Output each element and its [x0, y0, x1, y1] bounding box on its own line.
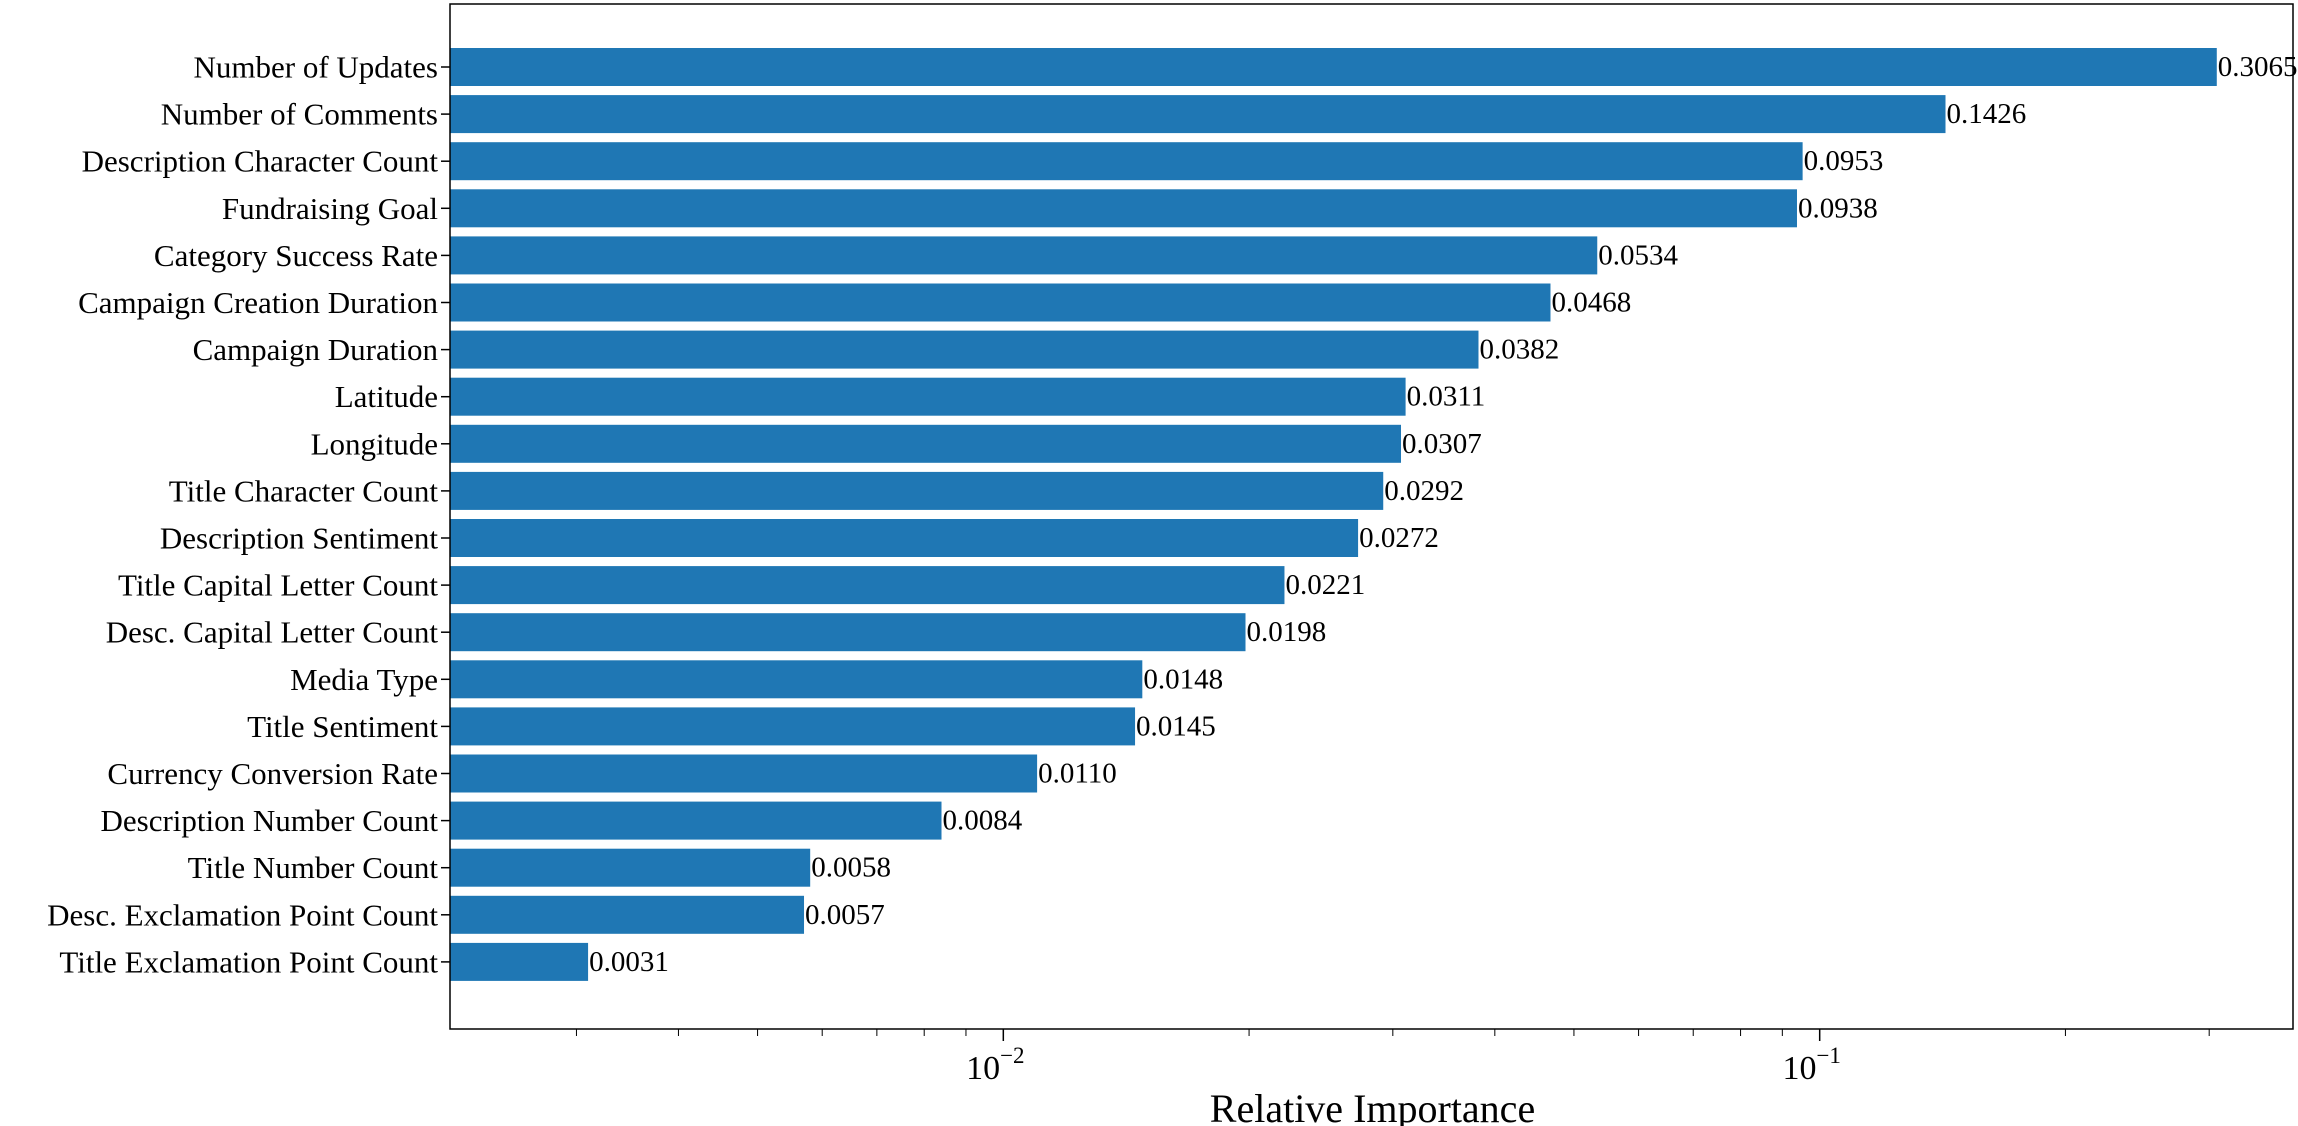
value-label: 0.0031	[589, 946, 669, 978]
x-tick-label: 10−2	[966, 1043, 1024, 1087]
value-label: 0.0382	[1479, 334, 1559, 366]
bar	[450, 95, 1946, 134]
bar	[450, 330, 1479, 369]
x-tick-base: 10	[1782, 1050, 1816, 1087]
bar	[450, 895, 805, 934]
value-label: 0.1426	[1947, 98, 2027, 130]
value-label: 0.0084	[943, 805, 1023, 837]
x-tick-label: 10−1	[1782, 1043, 1840, 1087]
category-label: Description Character Count	[82, 144, 439, 179]
bar	[450, 754, 1038, 793]
category-label: Description Sentiment	[160, 521, 438, 556]
bar	[450, 707, 1136, 746]
category-label: Number of Updates	[194, 50, 439, 85]
value-label: 0.0534	[1598, 239, 1678, 271]
category-label: Category Success Rate	[154, 238, 438, 273]
value-label: 0.0198	[1247, 616, 1327, 648]
category-label: Title Sentiment	[247, 709, 438, 744]
value-label: 0.0468	[1551, 287, 1631, 319]
value-label: 0.0272	[1359, 522, 1439, 554]
x-tick-base: 10	[966, 1050, 1000, 1087]
value-label: 0.0148	[1143, 663, 1223, 695]
category-label: Title Exclamation Point Count	[59, 944, 438, 979]
category-label: Campaign Creation Duration	[78, 285, 438, 320]
category-label: Title Capital Letter Count	[118, 568, 438, 603]
bar	[450, 189, 1797, 228]
category-label: Fundraising Goal	[222, 191, 438, 226]
category-label: Title Number Count	[188, 850, 439, 885]
x-tick-exponent: −1	[1816, 1043, 1840, 1068]
bar	[450, 848, 811, 887]
category-label: Currency Conversion Rate	[107, 756, 438, 791]
bar	[450, 660, 1143, 699]
value-label: 0.0938	[1798, 192, 1878, 224]
bar	[450, 471, 1384, 510]
x-axis-title: Relative Importance	[1210, 1086, 1535, 1126]
plot-frame	[449, 3, 2294, 1030]
category-label: Campaign Duration	[193, 332, 439, 367]
category-label: Desc. Capital Letter Count	[106, 615, 439, 650]
value-label: 0.0057	[805, 899, 885, 931]
x-tick-exponent: −2	[1000, 1043, 1024, 1068]
value-label: 0.0058	[811, 852, 891, 884]
bar	[450, 424, 1402, 463]
value-label: 0.0311	[1407, 381, 1486, 413]
value-label: 0.0221	[1285, 569, 1365, 601]
category-label: Number of Comments	[161, 97, 438, 132]
category-label: Longitude	[311, 426, 438, 461]
bar	[450, 566, 1285, 605]
value-labels: 0.3065 0.1426 0.0953 0.0938 0.0534 0.0468 0.03…	[589, 51, 2297, 978]
value-label: 0.0953	[1804, 145, 1884, 177]
category-label: Media Type	[290, 662, 438, 697]
bar	[450, 801, 942, 840]
bar	[450, 48, 2217, 86]
value-label: 0.0307	[1402, 428, 1482, 460]
bar	[450, 236, 1598, 275]
category-label: Latitude	[335, 379, 438, 414]
bar	[450, 613, 1246, 652]
category-label: Desc. Exclamation Point Count	[47, 897, 438, 932]
bar	[450, 142, 1803, 181]
category-labels: Number of Updates Number of Comments Descr…	[47, 50, 450, 979]
bar	[450, 942, 589, 981]
bars-layer	[450, 48, 2217, 981]
bar	[450, 377, 1406, 416]
bar	[450, 283, 1551, 322]
bar	[450, 519, 1359, 557]
x-axis-ticks: 10−2 10−1	[575, 1029, 2210, 1087]
category-label: Title Character Count	[169, 473, 439, 508]
value-label: 0.0110	[1038, 758, 1117, 790]
value-label: 0.0145	[1136, 710, 1216, 742]
value-label: 0.0292	[1384, 475, 1464, 507]
category-label: Description Number Count	[100, 803, 438, 838]
value-label: 0.3065	[2218, 51, 2298, 83]
